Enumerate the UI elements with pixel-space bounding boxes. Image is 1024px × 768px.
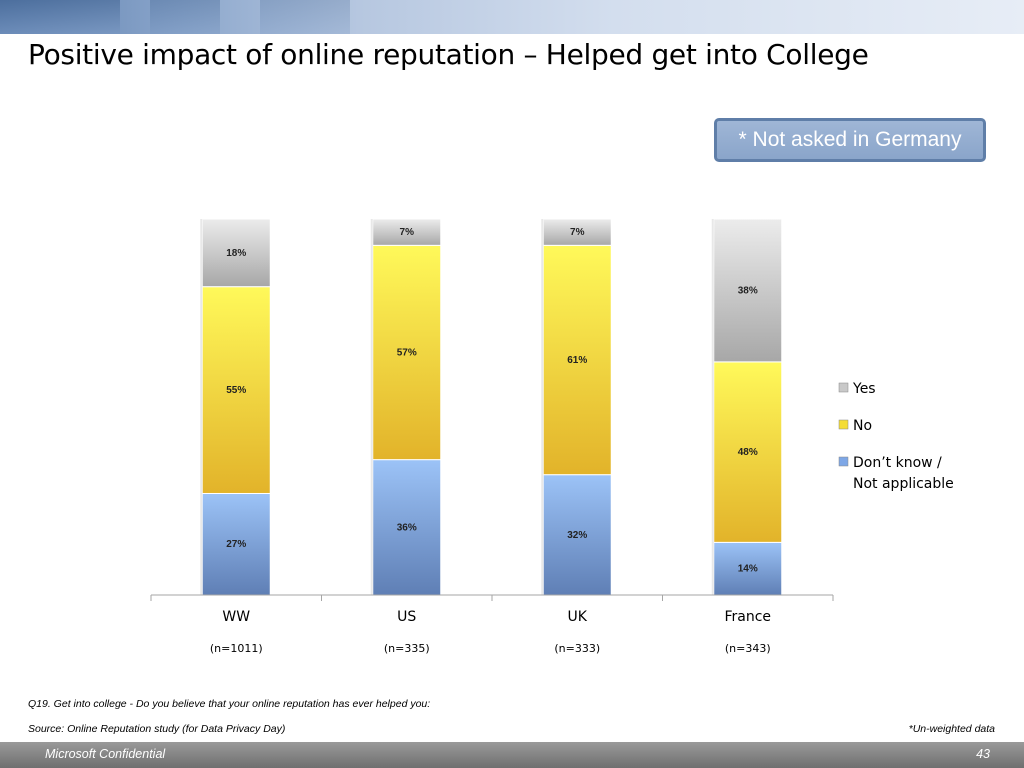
legend-label: Don’t know / [853, 455, 942, 471]
data-label: 38% [738, 285, 758, 296]
bar-segment [542, 218, 612, 246]
stacked-bar-chart: 27% 55% 18% WW (n=1011) 36% 57% 7% US (n=335) 32% 6… [150, 218, 954, 655]
sample-size-label: (n=335) [384, 642, 430, 655]
data-label: 36% [397, 522, 417, 533]
banner-decoration [150, 0, 220, 34]
data-label: 48% [738, 447, 758, 458]
bar-shadow [711, 219, 714, 595]
data-label: 18% [226, 248, 246, 259]
data-label: 14% [738, 564, 758, 575]
data-label: 7% [400, 227, 415, 238]
bar-segment [372, 244, 442, 461]
legend-label: No [853, 418, 872, 434]
page-number: 43 [976, 747, 990, 761]
bar-shadow [370, 219, 373, 595]
sample-size-label: (n=333) [554, 642, 600, 655]
data-label: 27% [226, 539, 246, 550]
category-label: UK [568, 609, 588, 625]
data-label: 7% [570, 227, 585, 238]
legend-label: Not applicable [853, 476, 954, 492]
top-banner [0, 0, 1024, 34]
bar-segment [201, 286, 271, 494]
data-label: 57% [397, 347, 417, 358]
legend-marker [838, 419, 849, 430]
legend-marker [838, 382, 849, 393]
legend-marker [838, 456, 849, 467]
source-footnote: Source: Online Reputation study (for Dat… [28, 723, 286, 735]
weighting-footnote: *Un-weighted data [908, 723, 995, 735]
sample-size-label: (n=343) [725, 642, 771, 655]
data-label: 32% [567, 530, 587, 541]
banner-decoration [260, 0, 350, 34]
bar-segment [542, 244, 612, 476]
bar-shadow [541, 219, 544, 595]
not-asked-note: * Not asked in Germany [714, 118, 986, 162]
data-label: 55% [226, 385, 246, 396]
category-label: France [724, 609, 771, 625]
data-label: 61% [567, 355, 587, 366]
page-title: Positive impact of online reputation – H… [28, 38, 869, 71]
bar-segment [201, 492, 271, 596]
category-label: US [397, 609, 416, 625]
bar-segment [372, 218, 442, 246]
bar-segment [713, 218, 783, 363]
sample-size-label: (n=1011) [210, 642, 263, 655]
confidential-label: Microsoft Confidential [45, 747, 166, 761]
bar-segment [201, 218, 271, 288]
category-label: WW [222, 609, 250, 625]
bar-segment [542, 474, 612, 596]
banner-decoration [0, 0, 120, 34]
bar-shadow [200, 219, 203, 595]
legend-label: Yes [852, 381, 876, 397]
question-footnote: Q19. Get into college - Do you believe t… [28, 698, 431, 710]
footer-bar: Microsoft Confidential 43 [0, 742, 1024, 768]
